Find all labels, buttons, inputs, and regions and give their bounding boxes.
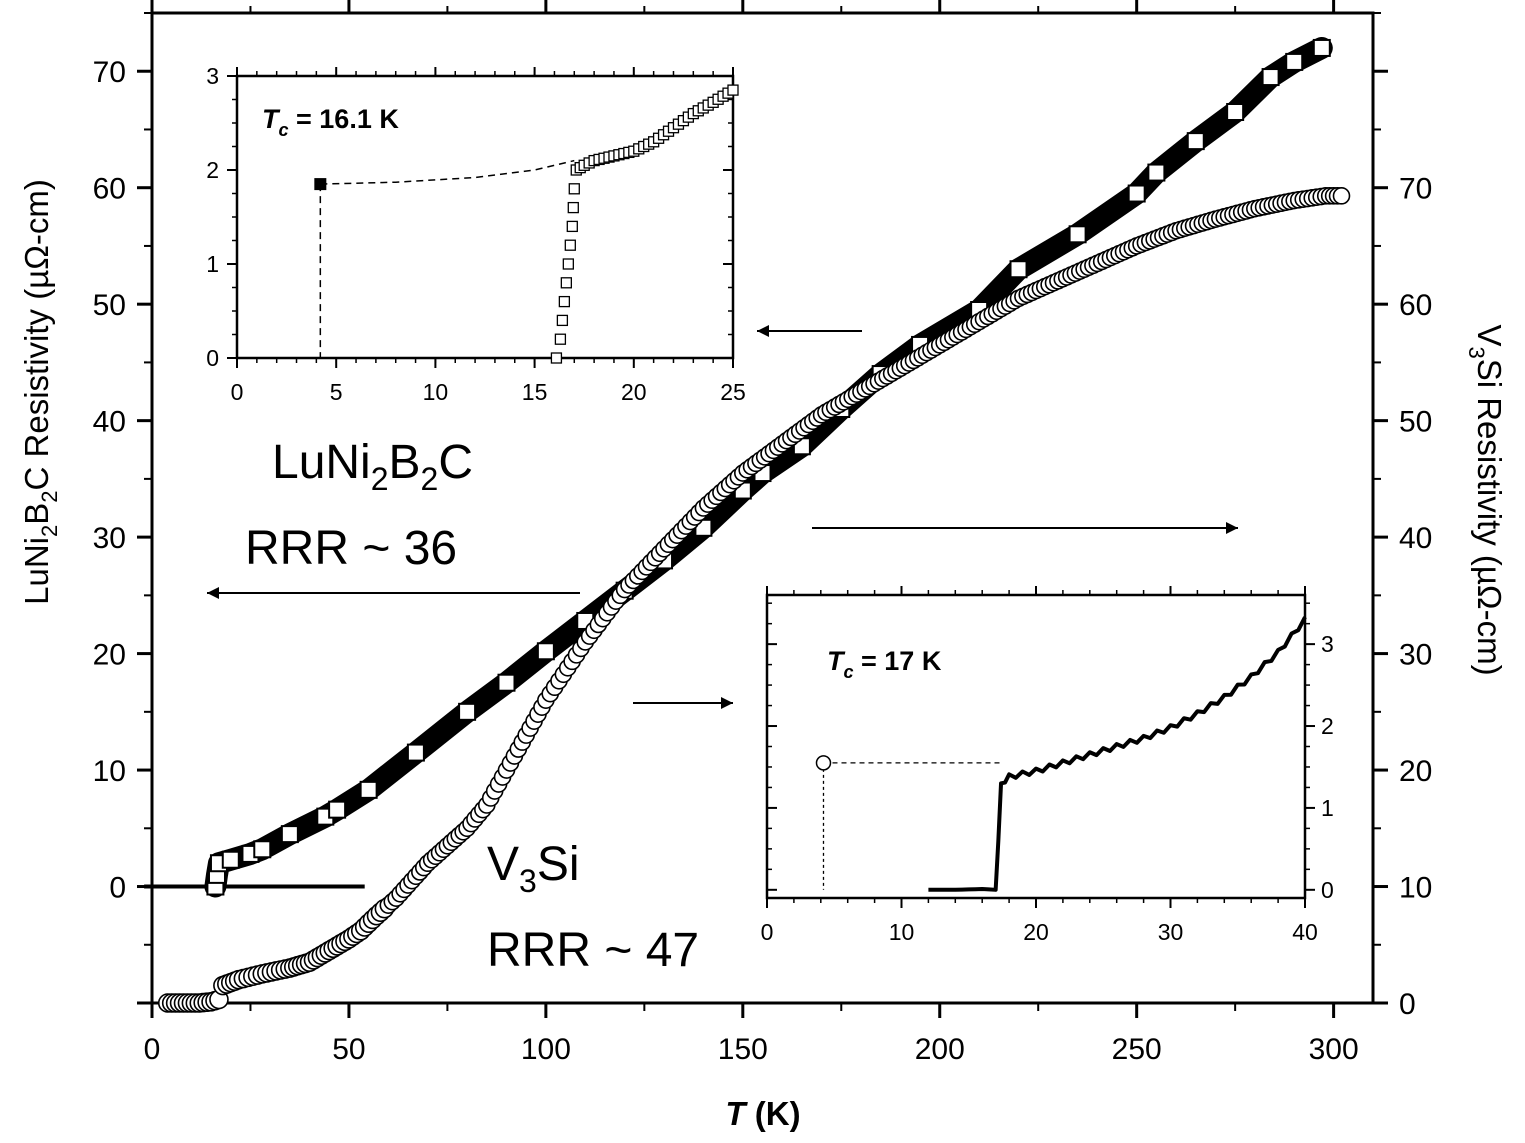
main-plot-frame	[150, 11, 1375, 1005]
inset-luni2b2c-point	[554, 333, 567, 345]
y-left-tick-label: 70	[93, 56, 126, 89]
luni2b2c-rrr-label: RRR ~ 36	[245, 522, 457, 575]
inset-luni2b2c-tc-label: Tc = 16.1 K	[262, 104, 399, 140]
luni2b2c-point	[1068, 225, 1087, 244]
inset-y-tick-label: 3	[1321, 631, 1334, 657]
inset-luni2b2c-point	[566, 220, 578, 233]
y-right-tick-label: 50	[1399, 406, 1432, 439]
x-tick-label: 200	[915, 1033, 965, 1066]
y-left-tick-label: 10	[93, 755, 126, 788]
y-right-tick-label: 70	[1399, 173, 1432, 206]
luni2b2c-point	[1285, 52, 1304, 71]
y-left-tick-label: 60	[93, 173, 126, 206]
luni2b2c-point	[497, 673, 516, 692]
main-axis-ticks: 0 50 100 150 200 250 3000102030405060700102030…	[93, 0, 1432, 1066]
y-right-tick-label: 40	[1399, 522, 1432, 555]
y-left-tick-label: 30	[93, 522, 126, 555]
luni2b2c-point	[1186, 132, 1205, 151]
inset-x-tick-label: 20	[621, 379, 647, 405]
x-tick-label: 0	[144, 1033, 161, 1066]
y-right-tick-label: 20	[1399, 755, 1432, 788]
inset-v3si-curve	[928, 616, 1307, 892]
plot-frame	[150, 11, 1375, 1005]
v3si-label: V3Si	[487, 838, 580, 899]
inset-y-tick-label: 3	[206, 63, 219, 89]
x-tick-label: 100	[521, 1033, 571, 1066]
luni2b2c-point	[458, 702, 477, 721]
inset-x-tick-label: 5	[330, 379, 343, 405]
inset-luni2b2c-extrapolation	[320, 159, 575, 185]
inset-x-tick-label: 15	[522, 379, 548, 405]
v3si-rrr-label: RRR ~ 47	[487, 924, 699, 977]
inset-v3si-tc-label: Tc = 17 K	[827, 646, 942, 682]
y-right-tick-label: 60	[1399, 289, 1432, 322]
inset-x-tick-label: 10	[423, 379, 449, 405]
inset-luni2b2c-point	[558, 295, 571, 308]
inset-x-tick-label: 0	[761, 919, 774, 945]
inset-luni2b2c-tc-marker	[314, 178, 327, 191]
axis-indicator-arrows	[207, 325, 1238, 709]
inset-x-tick-label: 40	[1292, 919, 1318, 945]
x-tick-label: 50	[332, 1033, 365, 1066]
inset-x-tick-label: 10	[889, 919, 915, 945]
y-axis-left-label: LuNi2B2C Resistivity (µΩ-cm)	[18, 179, 62, 605]
luni2b2c-point	[1261, 68, 1280, 87]
luni2b2c-point	[406, 743, 425, 762]
x-tick-label: 300	[1309, 1033, 1359, 1066]
luni2b2c-point	[328, 800, 347, 819]
inset-luni2b2c-point	[567, 201, 579, 214]
y-axis-right-label: V3Si Resistivity (µΩ-cm)	[1464, 324, 1508, 675]
luni2b2c-point	[1147, 163, 1166, 182]
luni2b2c-data-band	[204, 36, 1333, 898]
inset-luni2b2c-point	[564, 239, 576, 251]
luni2b2c-point	[280, 825, 299, 844]
y-right-tick-label: 0	[1399, 988, 1416, 1021]
inset-x-tick-label: 30	[1158, 919, 1184, 945]
inset-y-tick-label: 1	[1321, 795, 1334, 821]
y-right-tick-label: 10	[1399, 872, 1432, 905]
inset-luni2b2c-point	[550, 352, 563, 364]
inset-y-tick-label: 2	[1321, 713, 1334, 739]
inset-y-tick-label: 0	[1321, 877, 1334, 903]
luni2b2c-point	[359, 780, 378, 799]
x-tick-label: 150	[718, 1033, 768, 1066]
luni2b2c-point	[221, 850, 240, 869]
y-left-tick-label: 20	[93, 639, 126, 672]
luni2b2c-point	[1127, 184, 1146, 203]
luni2b2c-point	[1226, 103, 1245, 121]
y-left-tick-label: 40	[93, 406, 126, 439]
inset-luni2b2c-point	[556, 314, 569, 327]
luni2b2c-point	[1312, 38, 1331, 57]
x-axis-label: T (K)	[725, 1095, 800, 1132]
inset-luni2b2c-point	[568, 183, 580, 195]
inset-luni2b2c: 0 5 10 15 20 25 0 1 2 3	[206, 63, 746, 405]
inset-x-tick-label: 20	[1023, 919, 1049, 945]
inset-frame	[765, 593, 1307, 900]
inset-v3si-tc-marker	[815, 755, 832, 771]
v3si-point	[1332, 187, 1351, 205]
inset-x-tick-label: 25	[720, 379, 746, 405]
luni2b2c-point	[536, 642, 555, 661]
inset-y-tick-label: 1	[206, 251, 219, 277]
inset-luni2b2c-point	[560, 277, 572, 289]
y-left-tick-label: 50	[93, 289, 126, 322]
inset-luni2b2c-point	[562, 258, 574, 270]
inset-y-tick-label: 0	[206, 345, 219, 371]
luni2b2c-label: LuNi2B2C	[272, 436, 473, 497]
inset-luni2b2c-point	[727, 84, 739, 96]
series-v3si	[157, 187, 1351, 1013]
luni2b2c-point	[1009, 260, 1028, 279]
luni2b2c-point	[253, 840, 272, 859]
inset-y-tick-label: 2	[206, 157, 219, 183]
y-right-tick-label: 30	[1399, 639, 1432, 672]
y-left-tick-label: 0	[109, 872, 126, 905]
x-tick-label: 250	[1112, 1033, 1162, 1066]
inset-x-tick-label: 0	[231, 379, 244, 405]
